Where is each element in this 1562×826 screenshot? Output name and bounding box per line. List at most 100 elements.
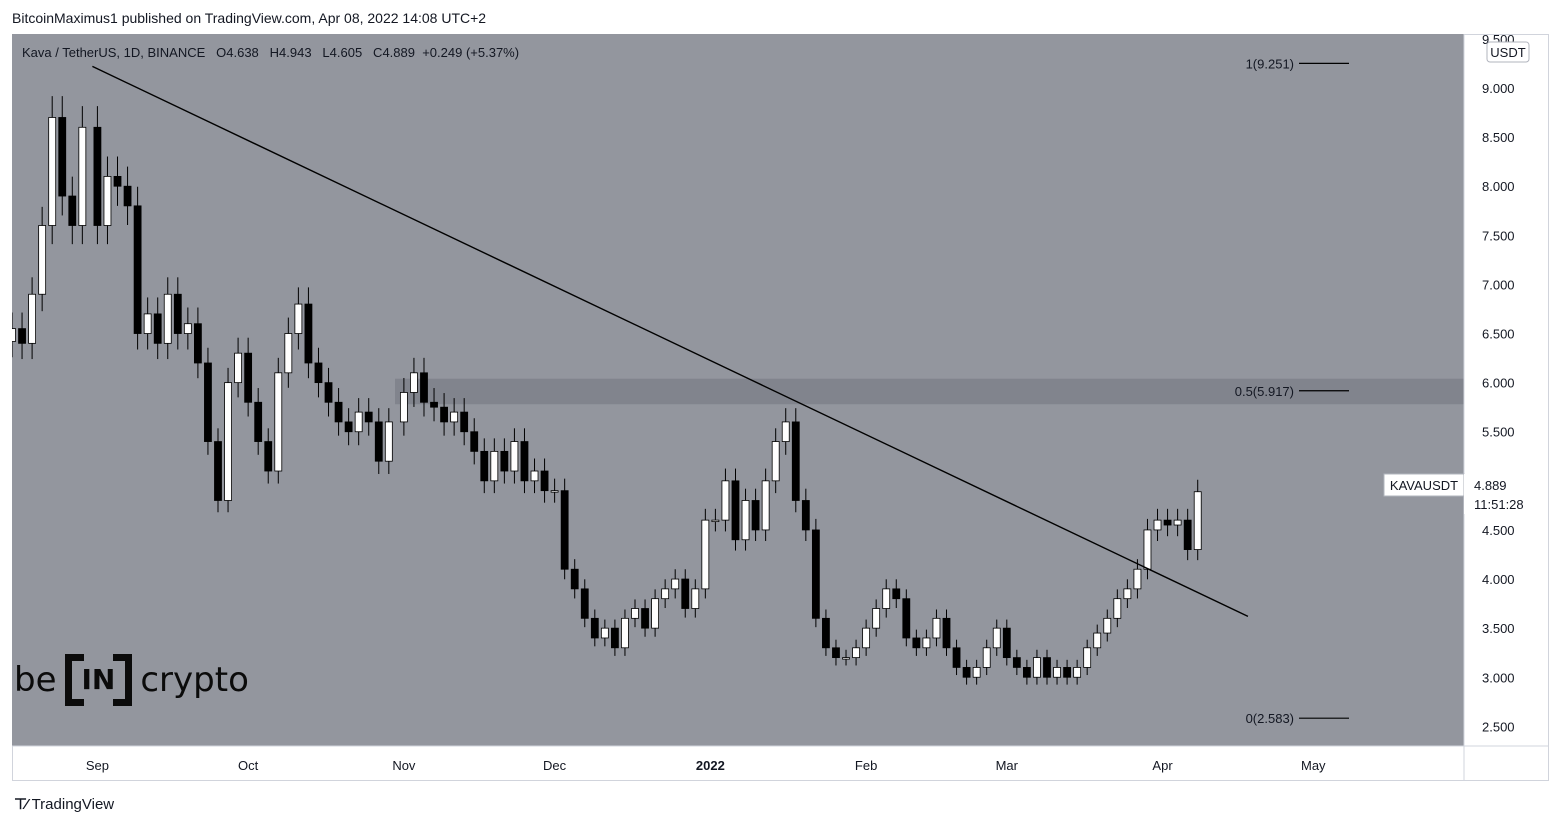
price-chart[interactable]: 1(9.251) 0.5(5.917) 0(2.583) 2.500 3.000 3.5… [12,34,1549,781]
y-tick-label: 7.500 [1482,228,1515,243]
candle [550,478,559,503]
candle-body-up [972,667,981,678]
price-tag: KAVAUSDT 4.889 11:51:28 [1383,473,1542,514]
candle [450,398,459,436]
candle-body-up [701,519,710,590]
candle-body-down [912,637,921,649]
candle [214,428,222,513]
candle-body-up [1133,568,1142,590]
candle-body-down [1002,627,1011,659]
candle-body-up [103,175,112,226]
candle-body-up [1073,667,1082,678]
beincrypto-logo: be IN crypto [14,654,249,706]
candle [1053,659,1061,685]
y-tick-label: 8.000 [1482,179,1515,194]
candle-body-up [1083,647,1092,668]
y-tick-label: 4.000 [1482,572,1515,587]
descending-trendline[interactable] [92,65,1249,617]
candle [18,312,26,360]
candle-body-down [832,647,840,659]
candle [1183,508,1192,561]
candle-body-up [28,293,36,344]
publish-attribution: BitcoinMaximus1 published on TradingView… [12,10,487,26]
candle-body-up [550,490,559,493]
symbol-label: KAVAUSDT [1390,478,1458,493]
candle [143,297,152,350]
y-tick-label: 3.000 [1482,670,1515,685]
candle [1033,649,1041,685]
candle-body-up [691,588,700,609]
x-tick-label: May [1301,758,1326,773]
fib-level-label: 0.5(5.917) [1235,384,1294,399]
candle [1093,624,1102,656]
candle [982,639,991,676]
candle [791,408,800,513]
x-tick-label: Apr [1152,758,1173,773]
candle-body-down [1063,667,1071,678]
candle [1073,659,1082,685]
candle-body-up [450,411,459,423]
candle-body-down [540,470,549,492]
candle-body-down [324,382,333,403]
currency-badge[interactable]: USDT [1486,41,1530,63]
candle [671,569,680,599]
candle [1002,619,1011,666]
fib-level[interactable]: 1(9.251) [1246,56,1349,71]
x-tick-label: Mar [996,758,1019,773]
candle-body-down [1022,667,1031,678]
y-tick-label: 9.000 [1482,81,1515,96]
candle [972,659,981,685]
x-axis: Sep Oct Nov Dec 2022 Feb Mar Apr May [86,758,1326,773]
fib-level[interactable]: 0(2.583) [1246,711,1349,726]
candle [1153,508,1162,541]
candle-body-up [922,637,931,649]
candle-body-down [113,175,122,187]
candle-body-up [410,372,418,393]
candle-body-down [1012,657,1021,668]
candle [952,639,961,676]
candle-body-down [244,352,253,403]
candle [520,428,529,494]
candle [912,629,921,656]
tradingview-footer[interactable]: ⊤⁄ TradingView [14,795,114,814]
candle [364,398,373,436]
candle [771,428,780,494]
candle-body-up [600,627,609,639]
candle-body-down [751,500,760,531]
candle-body-up [183,323,192,334]
candle [892,579,901,609]
candle [133,186,142,350]
candle-body-up [1193,491,1202,550]
candle-body-down [811,529,820,619]
candle-body-up [852,647,860,659]
candle-body-down [153,313,162,344]
candle-body-up [38,225,47,295]
candle-body-down [500,450,509,472]
candle-body-down [93,126,102,226]
candle [410,357,418,407]
candle [78,106,87,245]
fib-level[interactable]: 0.5(5.917) [1235,384,1349,399]
candle-body-down [344,421,353,433]
candle-body-down [942,617,951,649]
candle-body-up [1093,632,1102,649]
candle-body-up [651,598,660,629]
candle-body-down [264,441,273,472]
candle [721,468,730,532]
candle [862,619,871,656]
logo-text-crypto: crypto [140,660,249,700]
logo-text-be: be [14,660,57,700]
candle [48,96,57,245]
candle [530,458,539,494]
fib-levels[interactable]: 1(9.251) 0.5(5.917) 0(2.583) [1235,56,1349,726]
candle-body-down [892,588,901,600]
candle [344,408,353,446]
candle-body-up [872,608,881,629]
resistance-zone [395,378,1464,405]
y-tick-label: 3.500 [1482,621,1515,636]
candle-body-down [374,421,383,462]
candle [882,579,891,618]
candle-body-down [952,647,961,668]
x-tick-label: Dec [543,758,567,773]
candle-body-down [440,406,448,423]
